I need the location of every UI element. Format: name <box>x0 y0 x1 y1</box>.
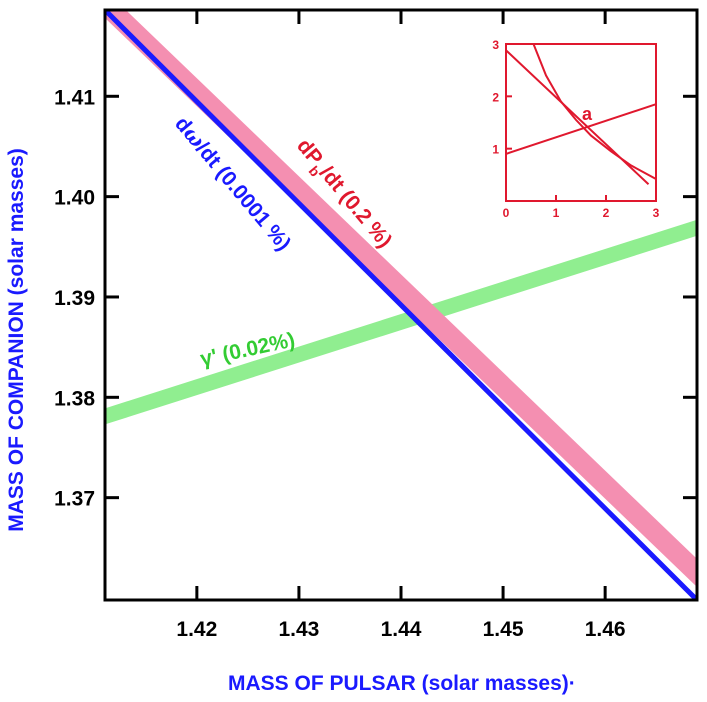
x-tick-label: 1.43 <box>278 618 319 641</box>
inset-y-tick-label: 3 <box>492 38 499 52</box>
plot-series <box>105 10 697 600</box>
x-tick-label: 1.46 <box>585 618 626 641</box>
label-omega-rest: /dt (0.0001 %) <box>191 138 295 256</box>
x-axis-title: MASS OF PULSAR (solar masses)· <box>228 672 576 695</box>
inset-x-tick-label: 0 <box>503 206 510 220</box>
inset-chart: 0 1 2 3 1 2 3 a <box>492 38 659 220</box>
x-tick-label: 1.44 <box>381 618 422 641</box>
inset-x-tick-label: 3 <box>653 206 660 220</box>
series-gamma-band <box>105 219 697 425</box>
y-tick-label: 1.40 <box>54 187 95 210</box>
inset-frame <box>505 43 657 202</box>
y-tick-label: 1.37 <box>54 488 95 511</box>
y-tick-label: 1.38 <box>54 387 95 410</box>
inset-curve-steep-curve <box>532 43 657 180</box>
label-dpb-main: dP <box>292 134 327 169</box>
y-tick-label: 1.39 <box>54 287 95 310</box>
inset-ticks: 0 1 2 3 1 2 3 <box>492 38 659 220</box>
inset-x-tick-label: 1 <box>553 206 560 220</box>
x-axis-title-text: MASS OF PULSAR (solar masses) <box>228 672 569 695</box>
x-axis-title-suffix: · <box>569 672 576 695</box>
inset-curves <box>505 43 657 185</box>
x-tick-label: 1.42 <box>176 618 217 641</box>
inset-x-tick-label: 2 <box>603 206 610 220</box>
inset-y-tick-label: 2 <box>492 90 499 104</box>
y-ticks: 1.37 1.38 1.39 1.40 1.41 <box>54 86 697 511</box>
inset-background <box>506 44 656 201</box>
series-domega-dt-line <box>105 10 697 600</box>
y-axis-title: MASS OF COMPANION (solar masses) <box>5 148 28 532</box>
inset-curve-increasing-line <box>505 103 657 155</box>
y-tick-label: 1.41 <box>54 86 95 109</box>
inset-letter: a <box>582 104 593 124</box>
x-tick-label: 1.45 <box>483 618 524 641</box>
inset-y-tick-label: 1 <box>492 143 499 157</box>
x-ticks: 1.42 1.43 1.44 1.45 1.46 <box>176 10 626 641</box>
